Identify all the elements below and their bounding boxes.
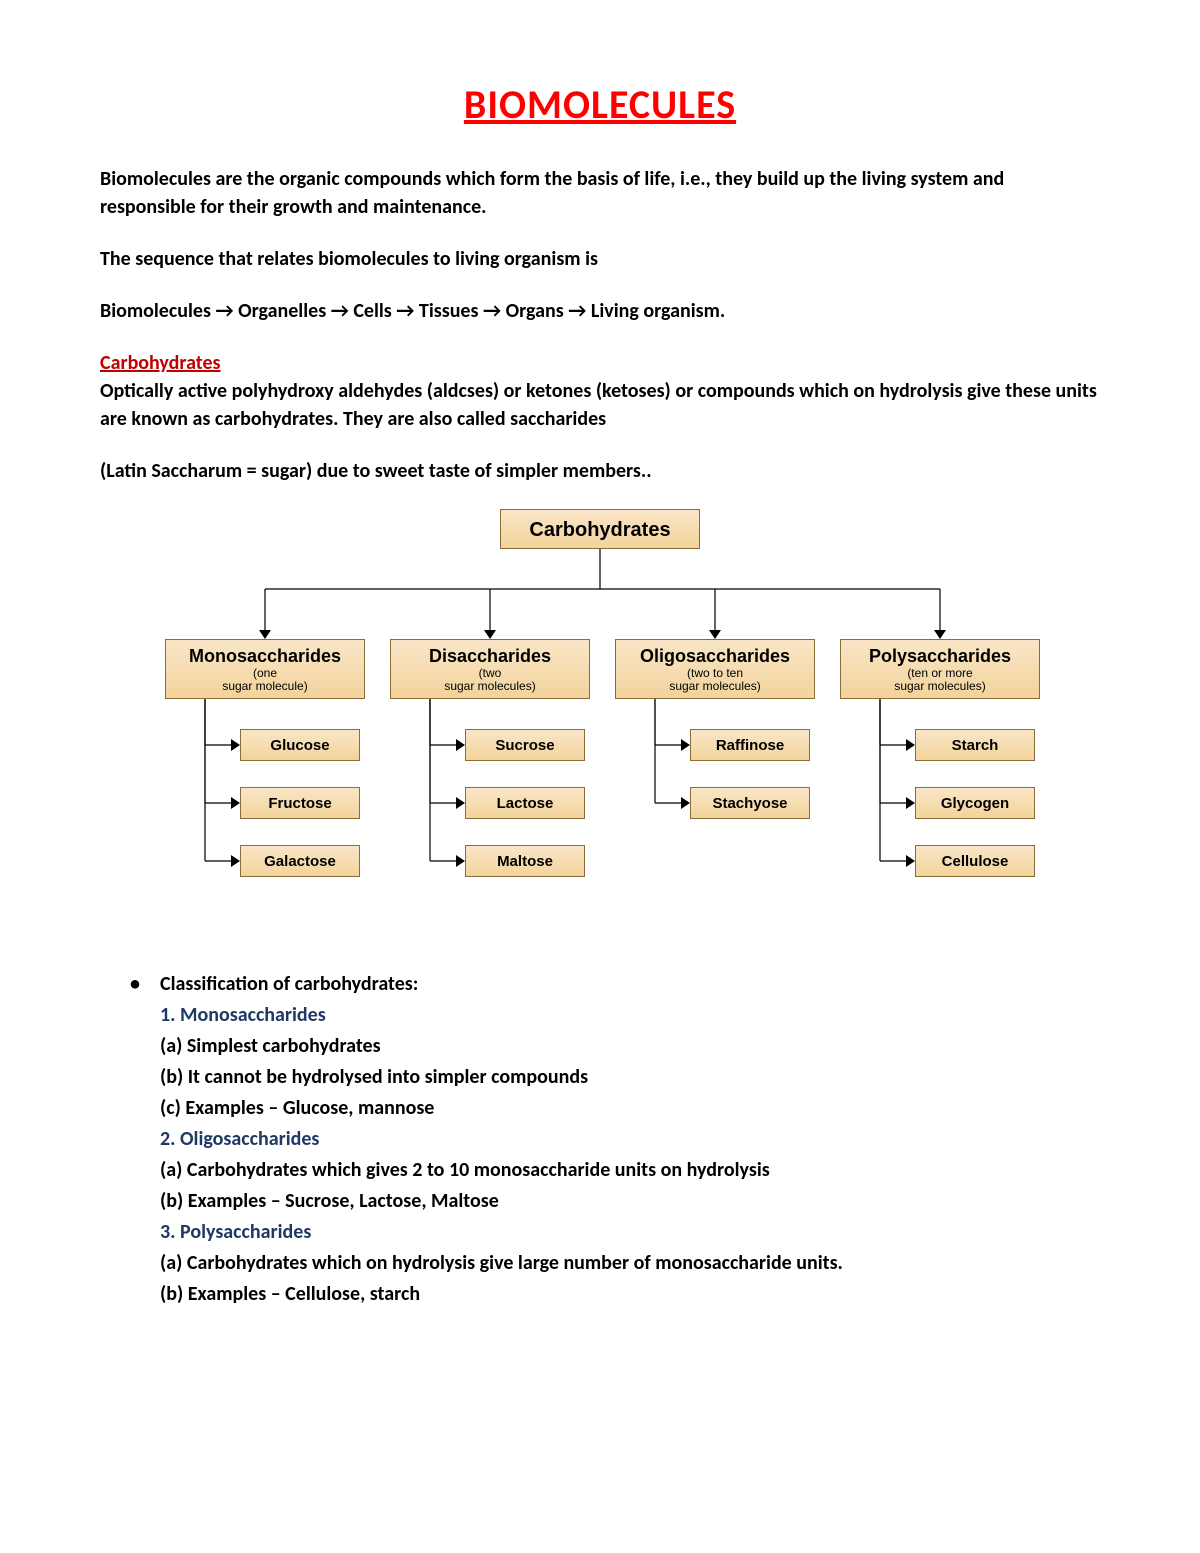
classification-section: • Classification of carbohydrates:1. Mon…: [130, 969, 1100, 1310]
carb-text-2: (Latin Saccharum = sugar) due to sweet t…: [100, 457, 1100, 485]
class-item-0-0: (a) Simplest carbohydrates: [160, 1031, 1100, 1062]
diagram-leaf-0-1: Fructose: [240, 787, 360, 819]
class-item-1-0: (a) Carbohydrates which gives 2 to 10 mo…: [160, 1155, 1100, 1186]
class-item-0-1: (b) It cannot be hydrolysed into simpler…: [160, 1062, 1100, 1093]
classification-heading: Classification of carbohydrates:: [160, 969, 1100, 1000]
diagram-root: Carbohydrates: [500, 509, 700, 549]
diagram-leaf-1-2: Maltose: [465, 845, 585, 877]
diagram-leaf-0-0: Glucose: [240, 729, 360, 761]
bullet-icon: •: [130, 969, 160, 1310]
diagram-category-1: Disaccharides(twosugar molecules): [390, 639, 590, 699]
diagram-leaf-2-1: Stachyose: [690, 787, 810, 819]
class-item-2-0: (a) Carbohydrates which on hydrolysis gi…: [160, 1248, 1100, 1279]
intro-para-1: Biomolecules are the organic compounds w…: [100, 165, 1100, 221]
class-heading-0: 1. Monosaccharides: [160, 1000, 1100, 1031]
diagram-leaf-0-2: Galactose: [240, 845, 360, 877]
carbohydrates-heading: Carbohydrates: [100, 351, 221, 375]
diagram-category-2: Oligosaccharides(two to tensugar molecul…: [615, 639, 815, 699]
diagram-category-0: Monosaccharides(onesugar molecule): [165, 639, 365, 699]
class-item-0-2: (c) Examples – Glucose, mannose: [160, 1093, 1100, 1124]
class-heading-1: 2. Oligosaccharides: [160, 1124, 1100, 1155]
class-heading-2: 3. Polysaccharides: [160, 1217, 1100, 1248]
sequence-line: Biomolecules → Organelles → Cells → Tiss…: [100, 297, 1100, 325]
diagram-leaf-3-2: Cellulose: [915, 845, 1035, 877]
diagram-leaf-2-0: Raffinose: [690, 729, 810, 761]
carbohydrates-diagram: Carbohydrates Monosaccharides(onesugar mo…: [150, 509, 1050, 939]
diagram-leaf-1-1: Lactose: [465, 787, 585, 819]
carb-text-1: Optically active polyhydroxy aldehydes (…: [100, 377, 1100, 433]
class-item-1-1: (b) Examples – Sucrose, Lactose, Maltose: [160, 1186, 1100, 1217]
diagram-leaf-3-1: Glycogen: [915, 787, 1035, 819]
diagram-leaf-3-0: Starch: [915, 729, 1035, 761]
intro-para-2: The sequence that relates biomolecules t…: [100, 245, 1100, 273]
page-title: BIOMOLECULES: [100, 80, 1100, 129]
class-item-2-1: (b) Examples – Cellulose, starch: [160, 1279, 1100, 1310]
diagram-category-3: Polysaccharides(ten or moresugar molecul…: [840, 639, 1040, 699]
diagram-leaf-1-0: Sucrose: [465, 729, 585, 761]
